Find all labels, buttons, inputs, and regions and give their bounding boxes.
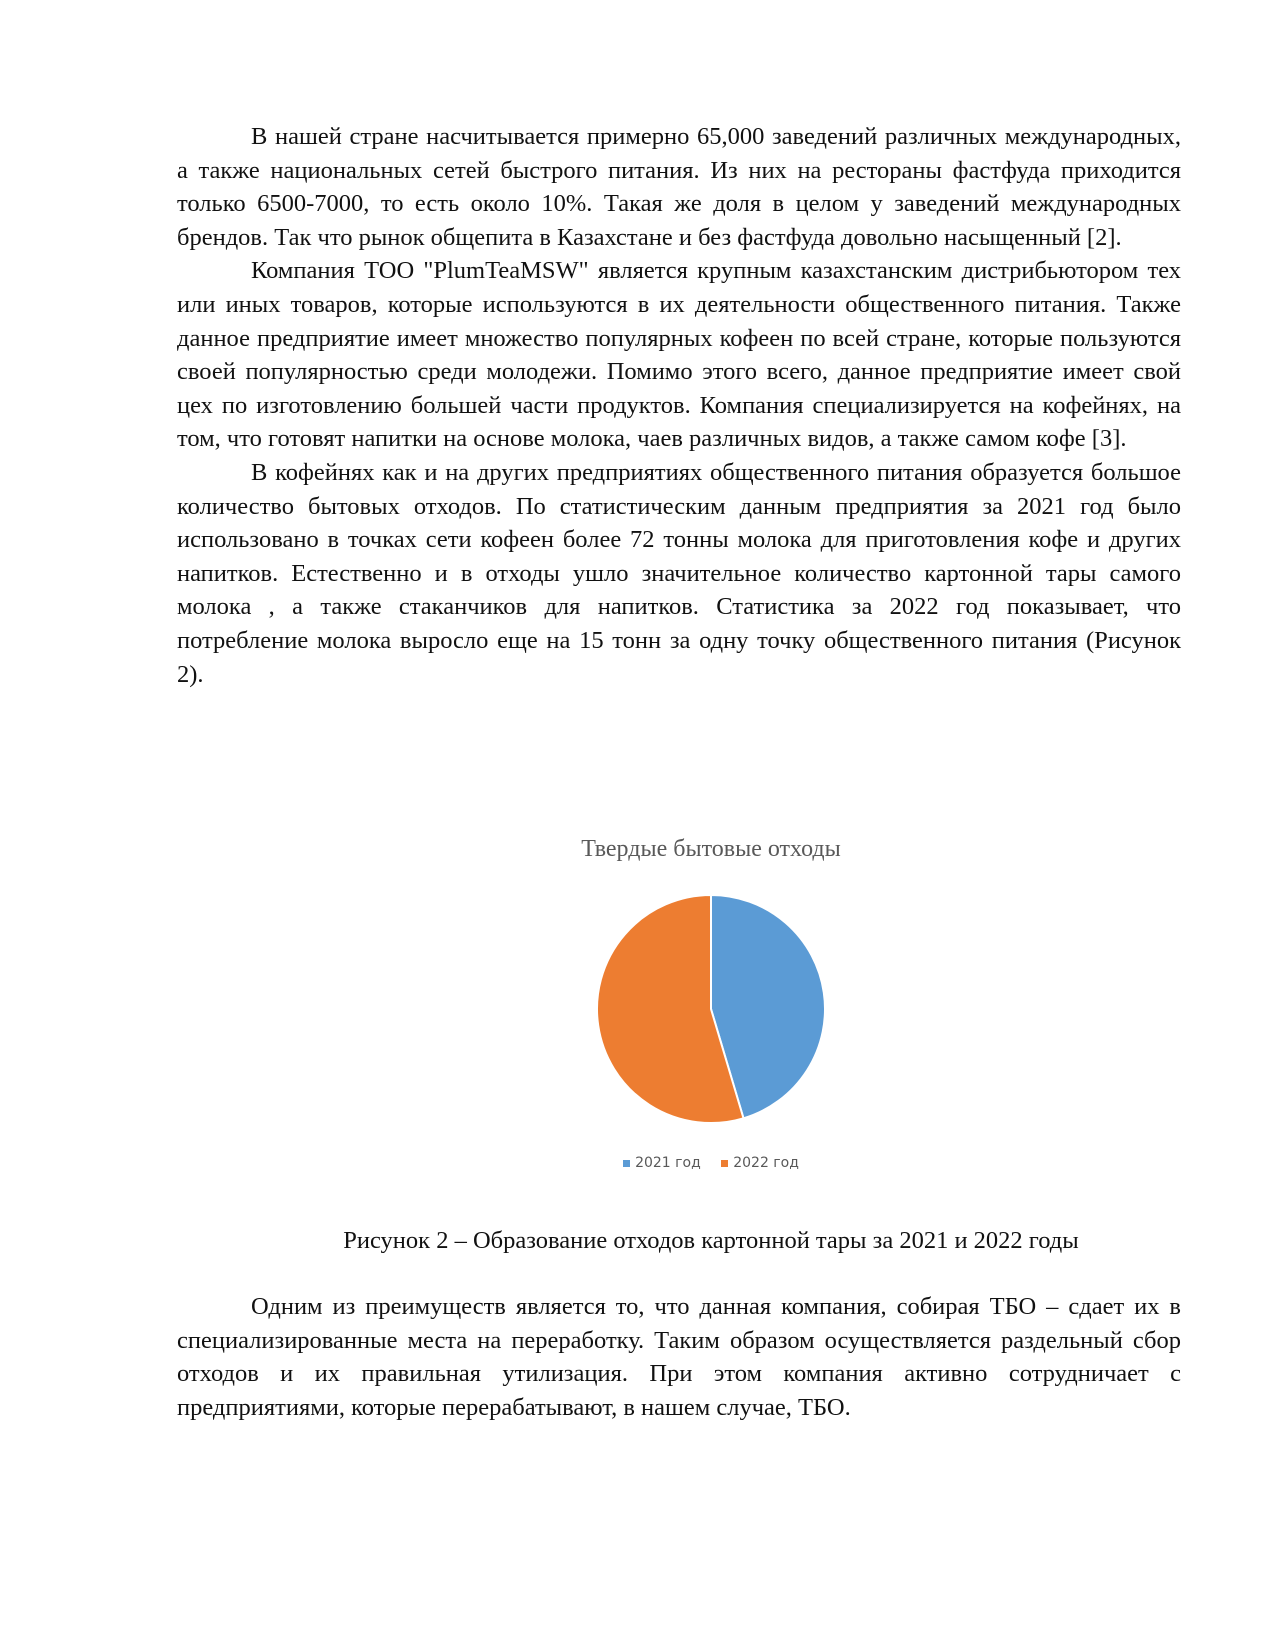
chart-title: Твердые бытовые отходы: [581, 836, 841, 862]
body-text-bottom: Одним из преимуществ является то, что да…: [177, 1290, 1181, 1424]
pie-slice-2022: [596, 893, 745, 1124]
paragraph: Одним из преимуществ является то, что да…: [177, 1293, 1181, 1421]
figure-caption: Рисунок 2 – Образование отходов картонно…: [343, 1227, 1079, 1254]
paragraph: В кофейнях как и на других предприятиях …: [177, 458, 1181, 688]
legend-swatch: [721, 1159, 729, 1167]
paragraph: В нашей стране насчитывается примерно 65…: [177, 123, 1181, 251]
body-text-top: В нашей стране насчитывается примерно 65…: [177, 120, 1181, 691]
chart-legend: 2021 год 2022 год: [0, 1155, 1275, 1171]
pie-chart: [596, 893, 826, 1124]
legend-label: 2021 год: [635, 1155, 701, 1171]
legend-item-2021: 2021 год: [623, 1155, 701, 1171]
legend-label: 2022 год: [733, 1155, 799, 1171]
legend-item-2022: 2022 год: [721, 1155, 799, 1171]
legend-swatch: [623, 1159, 631, 1167]
paragraph: Компания ТОО "PlumTeaMSW" является крупн…: [177, 257, 1181, 453]
pie-slice-2021: [710, 893, 826, 1120]
